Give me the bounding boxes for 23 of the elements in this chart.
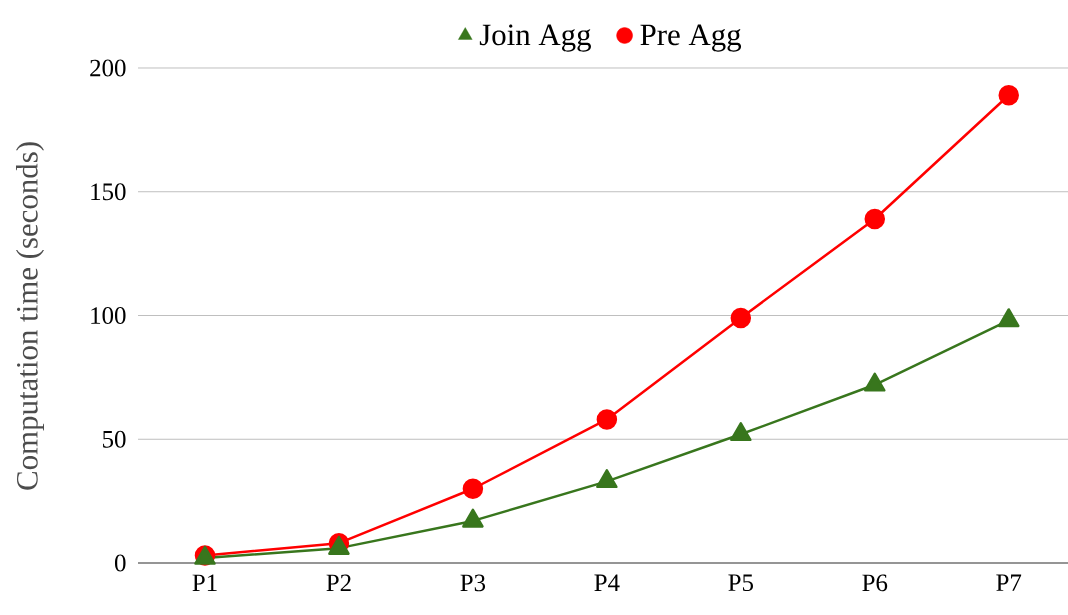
y-tick-label: 50	[103, 430, 126, 448]
y-axis-title: Computation time (seconds)	[15, 142, 45, 490]
point	[730, 422, 752, 442]
x-tick-label: P6	[862, 574, 888, 592]
point	[462, 508, 484, 528]
legend-label: Pre Agg	[640, 24, 742, 52]
x-tick-label: P1	[192, 574, 217, 591]
point	[864, 372, 886, 392]
point	[730, 307, 752, 329]
x-tick-label: P3	[460, 574, 486, 592]
x-tick-label: P7	[996, 574, 1022, 591]
x-tick-label: P4	[594, 574, 620, 591]
x-tick-label: P5	[728, 574, 753, 592]
point	[997, 308, 1020, 328]
point	[864, 208, 886, 230]
y-tick-label: 150	[91, 183, 126, 201]
y-tick-label: 0	[114, 554, 126, 572]
point	[596, 469, 618, 489]
x-tick-label: P2	[326, 574, 351, 592]
legend-label: Join Agg	[479, 24, 591, 52]
y-tick-label: 100	[91, 307, 126, 324]
y-tick-label: 200	[90, 59, 126, 77]
point	[998, 84, 1019, 106]
